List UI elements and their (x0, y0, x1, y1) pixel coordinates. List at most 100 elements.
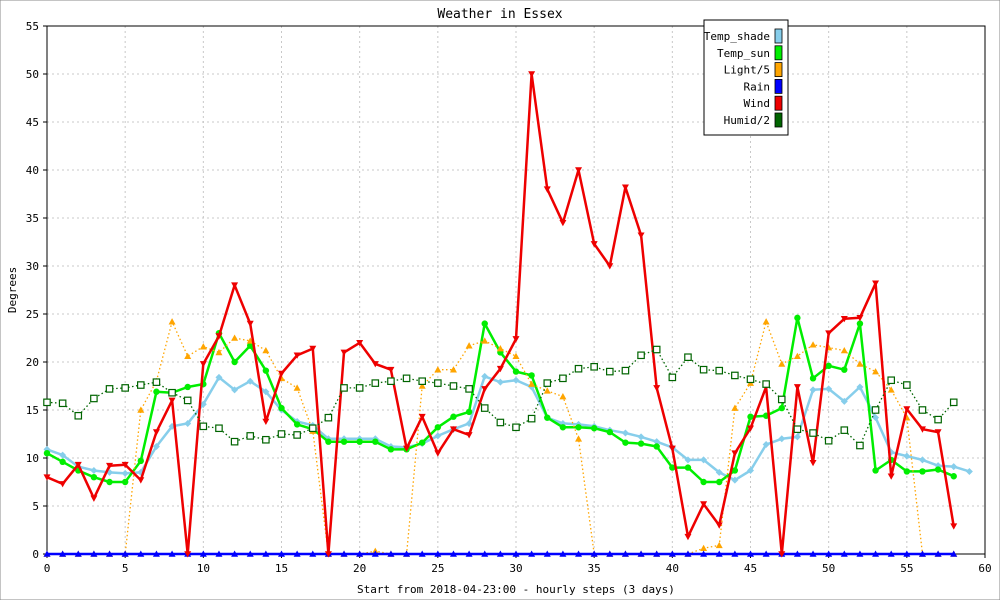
data-point (637, 440, 645, 447)
series (43, 71, 973, 558)
data-point (512, 423, 520, 432)
data-point (637, 351, 645, 360)
y-tick-label: 5 (32, 500, 39, 513)
data-point (950, 523, 958, 530)
data-point (543, 379, 552, 387)
data-point (950, 473, 957, 480)
data-point (731, 550, 739, 557)
data-point (809, 550, 817, 557)
data-point (918, 406, 927, 414)
data-point (199, 550, 207, 557)
data-point (465, 550, 473, 557)
data-point (231, 386, 239, 394)
data-point (324, 551, 332, 558)
data-point (653, 550, 661, 557)
data-point (622, 439, 629, 446)
x-axis-label: Start from 2018-04-23:00 - hourly steps … (357, 583, 675, 596)
data-point (121, 461, 129, 469)
data-point (903, 452, 911, 460)
data-point (715, 522, 723, 529)
data-point (934, 429, 942, 436)
data-point (168, 388, 176, 397)
data-point (355, 384, 364, 392)
data-point (481, 386, 489, 393)
data-point (434, 366, 442, 373)
data-point (809, 429, 817, 437)
data-point (277, 430, 286, 438)
data-point (387, 446, 395, 453)
data-point (105, 385, 114, 393)
legend-box (703, 19, 789, 136)
data-point (215, 333, 223, 340)
data-point (872, 550, 880, 557)
data-point (246, 550, 254, 557)
data-point (637, 232, 645, 239)
x-tick-label: 50 (822, 562, 835, 575)
data-point (762, 550, 770, 557)
legend-label: Light/5 (724, 64, 770, 77)
data-point (934, 550, 942, 557)
data-point (887, 376, 896, 385)
data-point (43, 474, 51, 481)
data-point (74, 411, 83, 420)
data-point (387, 377, 395, 386)
data-point (746, 375, 755, 384)
data-point (684, 550, 692, 557)
data-point (575, 167, 583, 174)
x-tick-label: 60 (978, 562, 991, 575)
data-point (574, 364, 583, 373)
data-point (949, 398, 958, 407)
data-point (230, 437, 239, 446)
data-point (59, 451, 67, 459)
data-point (449, 366, 457, 373)
data-point (90, 495, 98, 502)
legend-label: Temp_sun (717, 47, 770, 60)
data-point (778, 551, 786, 558)
data-point (715, 541, 723, 549)
data-point (74, 461, 82, 469)
legend-label: Wind (744, 97, 771, 110)
data-point (668, 445, 676, 452)
data-point (700, 501, 708, 508)
data-point (590, 363, 598, 371)
legend-label: Humid/2 (724, 114, 770, 127)
data-point (262, 435, 270, 444)
y-axis-label: Degrees (6, 267, 19, 313)
data-point (215, 424, 223, 433)
data-point (747, 550, 754, 557)
data-point (871, 406, 880, 414)
x-tick-label: 20 (353, 562, 366, 575)
data-point (559, 393, 567, 400)
data-point (512, 352, 520, 360)
data-point (747, 425, 754, 432)
data-point (918, 550, 926, 557)
data-point (152, 429, 160, 436)
data-point (762, 380, 770, 388)
y-tick-label: 25 (26, 308, 39, 321)
data-point (950, 550, 958, 557)
data-point (778, 360, 786, 367)
data-point (418, 377, 427, 386)
data-point (121, 478, 129, 486)
data-point (372, 438, 379, 445)
data-point (246, 377, 254, 385)
series-temp-sun (43, 314, 957, 486)
data-point (605, 367, 614, 376)
data-point (90, 474, 98, 481)
data-point (215, 348, 223, 356)
data-point (715, 468, 723, 476)
data-point (465, 432, 473, 439)
data-point (919, 468, 926, 475)
data-point (308, 424, 317, 433)
y-tick-label: 35 (26, 212, 39, 225)
data-point (778, 435, 786, 443)
data-point (575, 435, 583, 442)
chart-title: Weather in Essex (437, 7, 562, 22)
data-point (324, 413, 333, 422)
data-point (699, 365, 708, 374)
data-point (528, 380, 536, 387)
data-point (903, 381, 911, 389)
data-point (559, 374, 567, 383)
data-point (496, 550, 504, 557)
